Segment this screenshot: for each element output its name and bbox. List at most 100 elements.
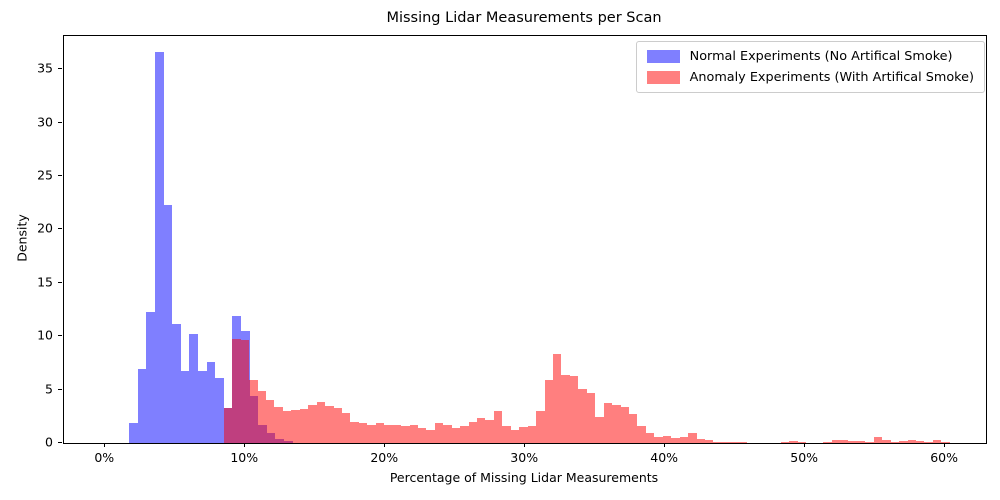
histogram-bar-anomaly [384, 424, 393, 443]
y-tick-mark [58, 335, 62, 337]
histogram-bar-anomaly [865, 441, 874, 443]
histogram-bar-anomaly [704, 440, 714, 443]
y-tick-label: 25 [37, 167, 53, 183]
x-tick-mark [524, 443, 526, 447]
histogram-bar-anomaly [662, 435, 672, 443]
x-tick-label: 10% [230, 450, 259, 465]
histogram-bar-anomaly [426, 429, 435, 443]
histogram-bar-normal [154, 52, 164, 443]
histogram-bar-anomaly [561, 374, 570, 443]
histogram-bar-anomaly [510, 429, 520, 443]
chart-title: Missing Lidar Measurements per Scan [386, 10, 662, 26]
y-tick-mark [58, 388, 62, 390]
histogram-bar-anomaly [932, 439, 942, 443]
histogram-bar-normal [197, 371, 207, 443]
histogram-bar-anomaly [460, 426, 469, 443]
histogram-bar-normal [189, 334, 198, 443]
x-tick-mark [244, 443, 246, 447]
y-tick-label: 20 [37, 220, 53, 236]
histogram-bar-anomaly [730, 441, 739, 443]
y-tick-mark [58, 228, 62, 230]
histogram-bar-anomaly [316, 402, 326, 443]
histogram-bar-anomaly [620, 407, 629, 443]
histogram-bar-anomaly [367, 424, 376, 443]
histogram-bar-anomaly [873, 437, 883, 443]
histogram-bar-anomaly [527, 426, 537, 443]
y-tick-label: 35 [37, 60, 53, 76]
histogram-bar-anomaly [553, 354, 562, 443]
y-tick-label: 10 [37, 327, 53, 343]
histogram-bar-anomaly [232, 339, 241, 443]
histogram-bar-anomaly [477, 418, 486, 443]
histogram-bar-anomaly [266, 400, 275, 443]
histogram-bar-anomaly [223, 407, 233, 443]
histogram-bar-anomaly [789, 441, 798, 443]
y-tick-label: 0 [45, 434, 53, 450]
histogram-bar-anomaly [848, 440, 857, 443]
histogram-bar-anomaly [645, 432, 655, 443]
x-tick-label: 0% [94, 450, 115, 465]
y-tick-mark [58, 442, 62, 443]
x-tick-mark [944, 443, 946, 447]
histogram-bar-anomaly [350, 421, 359, 443]
histogram-bar-anomaly [409, 424, 418, 443]
y-tick-mark [58, 174, 62, 176]
histogram-bar-anomaly [299, 408, 309, 443]
histogram-bar-anomaly [637, 426, 646, 443]
y-tick-label: 30 [37, 114, 53, 130]
histogram-bar-anomaly [941, 442, 950, 443]
histogram-bar-anomaly [502, 426, 511, 443]
histogram-bar-anomaly [738, 442, 748, 443]
histogram-bar-anomaly [899, 441, 908, 443]
histogram-bar-anomaly [342, 413, 351, 443]
histogram-bar-anomaly [375, 422, 385, 443]
x-axis-label: Percentage of Missing Lidar Measurements [389, 470, 659, 485]
histogram-bar-anomaly [536, 410, 545, 443]
histogram-bar-anomaly [688, 433, 697, 443]
histogram-bar-anomaly [595, 417, 604, 443]
histogram-bar-anomaly [358, 422, 368, 443]
histogram-bar-anomaly [333, 408, 342, 443]
histogram-bar-anomaly [434, 422, 444, 443]
legend: Normal Experiments (No Artifical Smoke) … [635, 41, 985, 93]
histogram-bar-anomaly [721, 442, 731, 443]
histogram-bar-normal [129, 422, 138, 443]
y-tick-label: 15 [37, 274, 53, 290]
histogram-bar-anomaly [890, 441, 900, 443]
histogram-bar-anomaly [468, 421, 478, 443]
histogram-bar-anomaly [282, 410, 292, 443]
histogram-bar-anomaly [839, 440, 849, 443]
histogram-bar-anomaly [240, 340, 250, 443]
histogram-bar-anomaly [671, 437, 680, 443]
histogram-bar-anomaly [882, 439, 891, 443]
histogram-bar-anomaly [856, 441, 866, 443]
x-tick-label: 50% [790, 450, 819, 465]
y-tick-label: 5 [45, 381, 53, 397]
histogram-bar-anomaly [485, 419, 494, 443]
histogram-bar-normal [137, 369, 147, 443]
histogram-bar-anomaly [924, 442, 933, 443]
legend-item-normal: Normal Experiments (No Artifical Smoke) [646, 49, 974, 64]
y-axis-label: Density [14, 214, 30, 262]
histogram-bar-normal [163, 204, 173, 443]
plot-area [63, 35, 987, 444]
histogram-bar-normal [215, 377, 224, 443]
x-tick-label: 40% [650, 450, 679, 465]
normal-series-swatch [646, 50, 680, 63]
histogram-bar-anomaly [915, 440, 925, 443]
histogram-bar-anomaly [654, 436, 663, 443]
anomaly-series-swatch [646, 71, 680, 84]
histogram-bar-anomaly [443, 424, 452, 443]
legend-label-normal: Normal Experiments (No Artifical Smoke) [689, 49, 953, 64]
histogram-bar-anomaly [249, 379, 258, 443]
histogram-bar-anomaly [392, 424, 402, 443]
histogram-bar-anomaly [612, 404, 621, 443]
x-tick-mark [664, 443, 666, 447]
x-tick-mark [384, 443, 386, 447]
histogram-bar-anomaly [274, 406, 283, 443]
histogram-bar-anomaly [578, 388, 587, 443]
histogram-bar-anomaly [696, 438, 705, 443]
histogram-bar-anomaly [831, 440, 840, 443]
y-tick-mark [58, 281, 62, 283]
